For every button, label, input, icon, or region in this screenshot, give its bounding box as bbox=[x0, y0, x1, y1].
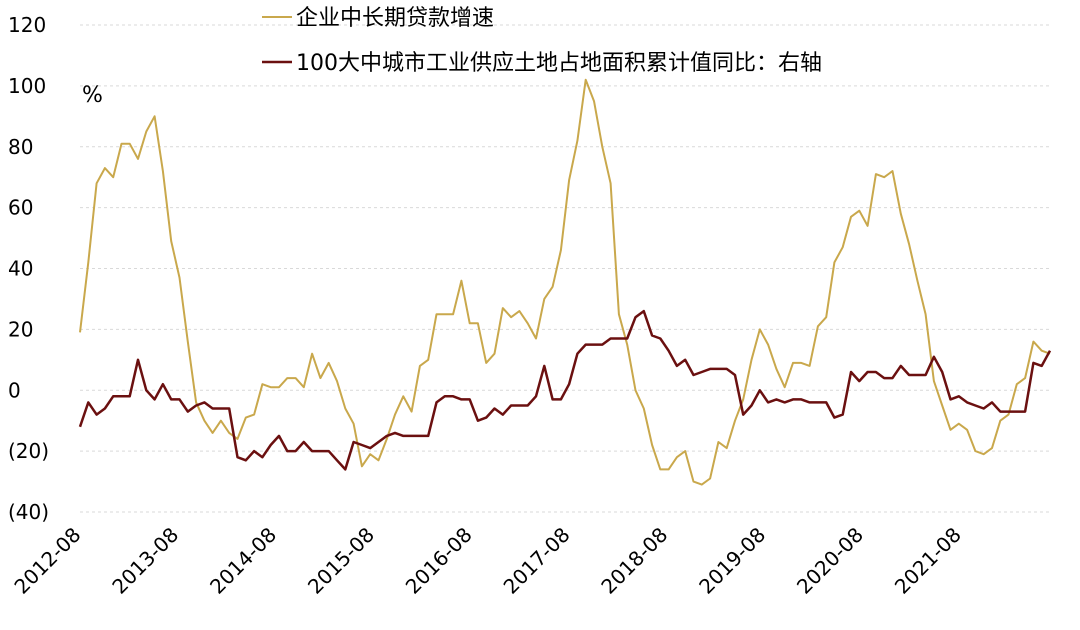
y-tick-label: 120 bbox=[8, 13, 46, 37]
y-axis-ticks: 120 100 80 60 40 20 0 (20) (40) bbox=[8, 13, 49, 524]
y-tick-label: 40 bbox=[8, 257, 33, 281]
x-tick-label: 2015-08 bbox=[303, 523, 379, 599]
legend: 企业中长期贷款增速 100大中城市工业供应土地占地面积累计值同比：右轴 bbox=[262, 6, 822, 76]
x-tick-label: 2020-08 bbox=[792, 523, 868, 599]
y-tick-label: 60 bbox=[8, 196, 33, 220]
x-tick-label: 2017-08 bbox=[499, 523, 575, 599]
y-tick-label: 80 bbox=[8, 135, 33, 159]
series-lines bbox=[78, 78, 1052, 486]
x-axis-ticks: 2012-08 2013-08 2014-08 2015-08 2016-08 2017-… bbox=[9, 523, 965, 599]
x-tick-label: 2016-08 bbox=[401, 523, 477, 599]
x-tick-label: 2013-08 bbox=[107, 523, 183, 599]
legend-label-land-supply: 100大中城市工业供应土地占地面积累计值同比：右轴 bbox=[296, 51, 822, 76]
y-tick-label: 0 bbox=[8, 378, 21, 402]
y-unit-label: % bbox=[82, 83, 103, 108]
x-tick-label: 2021-08 bbox=[890, 523, 966, 599]
legend-label-loan-growth: 企业中长期贷款增速 bbox=[296, 6, 494, 31]
x-tick-label: 2018-08 bbox=[596, 523, 672, 599]
series-line-loan-growth bbox=[79, 78, 1051, 486]
x-tick-label: 2019-08 bbox=[694, 523, 770, 599]
gridlines bbox=[80, 24, 1050, 513]
series-line-land-supply bbox=[78, 309, 1052, 471]
x-tick-label: 2012-08 bbox=[9, 523, 85, 599]
y-tick-label: (40) bbox=[8, 500, 49, 524]
x-tick-label: 2014-08 bbox=[205, 523, 281, 599]
y-tick-label: 100 bbox=[8, 74, 46, 98]
y-tick-label: 20 bbox=[8, 317, 33, 341]
y-tick-label: (20) bbox=[8, 439, 49, 463]
